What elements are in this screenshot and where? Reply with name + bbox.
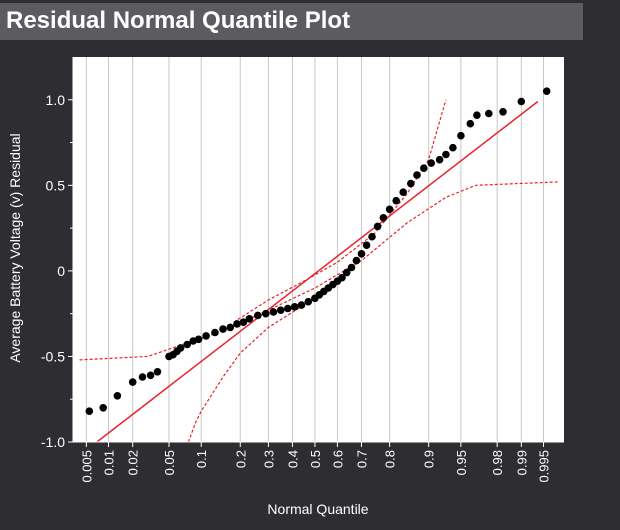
data-point[interactable] (194, 335, 203, 344)
data-point[interactable] (357, 250, 366, 258)
x-tick-label: 0.995 (536, 450, 551, 483)
data-point[interactable] (362, 241, 371, 249)
data-point[interactable] (113, 392, 122, 400)
x-tick-label: 0.1 (194, 450, 209, 468)
y-axis-title: Average Battery Voltage (v) Residual (7, 133, 23, 362)
data-point[interactable] (542, 87, 551, 95)
data-point[interactable] (202, 332, 210, 340)
y-tick-label: -0.5 (41, 348, 65, 364)
data-point[interactable] (253, 311, 262, 320)
data-point[interactable] (99, 404, 107, 412)
data-point[interactable] (342, 268, 351, 277)
data-point[interactable] (146, 371, 155, 380)
x-tick-label: 0.95 (454, 450, 469, 475)
plot-area (73, 57, 564, 442)
data-point[interactable] (473, 111, 481, 119)
data-point[interactable] (373, 222, 382, 231)
data-point[interactable] (499, 108, 507, 116)
data-point[interactable] (211, 328, 219, 337)
x-tick-label: 0.8 (383, 450, 398, 468)
x-tick-label: 0.98 (490, 450, 505, 475)
y-tick-label: 1.0 (46, 92, 66, 108)
data-point[interactable] (427, 159, 436, 167)
y-tick-label: 0.5 (46, 177, 66, 193)
data-point[interactable] (347, 263, 356, 272)
x-tick-label: 0.6 (330, 450, 345, 468)
x-tick-label: 0.5 (308, 450, 323, 468)
y-tick-label: -1.0 (41, 434, 65, 450)
panel-title: Residual Normal Quantile Plot (6, 7, 351, 34)
x-tick-label: 0.99 (514, 450, 529, 475)
data-point[interactable] (517, 97, 526, 106)
data-point[interactable] (297, 301, 306, 309)
x-tick-label: 0.01 (102, 450, 117, 475)
x-tick-label: 0.4 (285, 450, 300, 468)
data-point[interactable] (399, 188, 408, 196)
x-tick-label: 0.2 (233, 450, 248, 468)
data-point[interactable] (276, 306, 285, 315)
x-tick-label: 0.7 (354, 450, 369, 468)
data-point[interactable] (407, 179, 415, 188)
data-point[interactable] (183, 340, 191, 349)
data-point[interactable] (245, 315, 254, 323)
panel-title-bar[interactable]: Residual Normal Quantile Plot (0, 3, 583, 40)
x-tick-label: 0.3 (261, 450, 276, 468)
data-point[interactable] (485, 109, 493, 118)
data-point[interactable] (442, 150, 450, 159)
data-point[interactable] (304, 297, 313, 306)
y-tick-label: 0 (57, 263, 65, 279)
data-point[interactable] (284, 304, 292, 313)
x-tick-label: 0.005 (79, 450, 94, 483)
data-point[interactable] (269, 308, 278, 316)
data-point[interactable] (449, 143, 457, 152)
data-point[interactable] (457, 131, 465, 140)
data-point[interactable] (138, 373, 147, 381)
data-point[interactable] (85, 407, 94, 416)
data-point[interactable] (176, 344, 185, 352)
data-point[interactable] (435, 155, 444, 164)
x-tick-label: 0.9 (422, 450, 437, 468)
data-point[interactable] (290, 303, 299, 311)
x-axis-title: Normal Quantile (267, 501, 368, 517)
data-point[interactable] (153, 368, 162, 376)
data-point[interactable] (379, 214, 388, 222)
data-point[interactable] (392, 196, 401, 205)
x-tick-label: 0.05 (162, 450, 177, 475)
confidence-band-lower (79, 181, 559, 361)
data-point[interactable] (262, 309, 270, 318)
data-point[interactable] (338, 273, 346, 282)
data-point[interactable] (413, 171, 421, 179)
data-point[interactable] (466, 119, 475, 128)
data-point[interactable] (368, 232, 376, 241)
data-point[interactable] (352, 256, 361, 265)
data-point[interactable] (233, 320, 241, 328)
data-point[interactable] (219, 325, 227, 333)
data-point[interactable] (385, 205, 394, 214)
x-tick-label: 0.02 (126, 450, 141, 475)
fit-line (96, 100, 539, 443)
data-point[interactable] (226, 323, 235, 332)
data-point[interactable] (420, 164, 428, 172)
data-point[interactable] (239, 318, 248, 327)
data-point[interactable] (128, 378, 137, 386)
